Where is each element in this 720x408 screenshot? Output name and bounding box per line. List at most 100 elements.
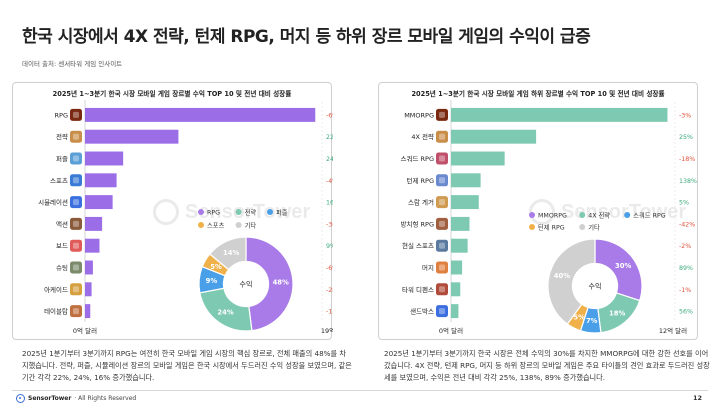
bar <box>451 129 537 144</box>
growth-label: 5% <box>679 200 689 207</box>
bar <box>451 107 668 122</box>
legend-label: 기타 <box>588 223 600 232</box>
pie-slice-label: 18% <box>609 309 625 317</box>
legend-marker <box>235 209 242 215</box>
app-icon-gloss <box>439 286 445 293</box>
app-icon <box>436 130 448 143</box>
app-icon-gloss <box>439 199 445 206</box>
legend-label: 기타 <box>245 221 257 230</box>
legend-marker <box>235 222 242 228</box>
data-source: 데이터 출처: 센서타워 게임 인사이트 <box>22 60 123 68</box>
pie-center-label: 수익 <box>589 283 602 291</box>
legend-marker <box>529 224 535 230</box>
growth-label: 56% <box>679 309 693 316</box>
bar <box>451 304 459 319</box>
bar <box>85 107 316 122</box>
legend-label: MMORPG <box>538 213 567 220</box>
pie-slice-label: 5% <box>573 313 585 321</box>
category-label: 액션 <box>56 219 68 228</box>
bar <box>85 129 179 144</box>
bar <box>451 216 470 231</box>
app-icon-gloss <box>439 177 445 184</box>
app-icon <box>70 152 82 165</box>
bar <box>85 216 103 231</box>
growth-label: 138% <box>679 178 697 185</box>
legend-marker <box>198 209 204 215</box>
pie-slice <box>547 238 596 325</box>
app-icon-gloss <box>73 286 79 293</box>
category-label: 퍼즐 <box>56 154 68 163</box>
pie-slice <box>245 236 294 332</box>
bar <box>85 260 93 275</box>
app-icon-gloss <box>439 111 445 118</box>
category-label: 샌드박스 <box>410 307 434 316</box>
pie-slice-label: 9% <box>206 277 218 285</box>
legend-marker <box>579 212 586 218</box>
growth-label: -28% <box>326 287 333 294</box>
growth-label: -13% <box>326 309 333 316</box>
category-label: 현실 스포츠 <box>402 241 434 250</box>
growth-label: -3% <box>679 112 691 119</box>
app-icon <box>70 196 82 209</box>
app-icon <box>70 283 82 296</box>
description-subgenres: 2025년 1분기부터 3분기까지 한국 시장은 전체 수익의 30%를 차지한… <box>384 349 710 382</box>
category-label: 4X 전략 <box>411 132 434 141</box>
bar <box>451 260 463 275</box>
app-icon-gloss <box>439 220 445 227</box>
app-icon <box>70 239 82 252</box>
category-label: 전략 <box>56 132 68 141</box>
app-icon-gloss <box>439 264 445 271</box>
pie-slice-label: 7% <box>586 317 598 325</box>
category-label: 스람 게거 <box>408 198 434 207</box>
growth-label: 9% <box>326 243 333 250</box>
legend-marker <box>529 212 535 218</box>
growth-label: -1% <box>679 287 691 294</box>
growth-label: 25% <box>679 134 693 141</box>
bar <box>451 238 468 253</box>
growth-label: -2% <box>679 243 691 250</box>
app-icon <box>436 283 448 296</box>
app-icon-gloss <box>73 199 79 206</box>
legend-label: 퍼즐 <box>276 208 288 217</box>
legend-marker <box>267 209 273 215</box>
legend-marker <box>624 212 631 218</box>
pie-slice-label: 48% <box>273 278 289 286</box>
pie-slice <box>208 236 247 271</box>
chart-title-subgenres: 2025년 1~3분기 한국 시장 모바일 게임 하위 장르별 수익 TOP 1… <box>411 90 665 98</box>
page-title: 한국 시장에서 4X 전략, 턴제 RPG, 머지 등 하위 장르 모바일 게임… <box>22 27 591 47</box>
growth-label: 89% <box>679 265 693 272</box>
bar <box>451 173 481 188</box>
app-icon-gloss <box>73 242 79 249</box>
bar <box>85 282 92 297</box>
app-icon-gloss <box>73 177 79 184</box>
growth-label: 16% <box>326 200 333 207</box>
legend-label: 전략 <box>245 208 257 217</box>
footer-divider <box>12 390 708 391</box>
category-label: 타워 디펜스 <box>402 285 434 294</box>
bar <box>451 282 461 297</box>
category-label: 턴제 RPG <box>407 176 435 185</box>
category-label: 스포츠 <box>50 177 68 185</box>
category-label: 슈팅 <box>56 263 68 272</box>
app-icon-gloss <box>439 308 445 315</box>
category-label: RPG <box>55 111 68 119</box>
growth-label: -4% <box>326 178 333 185</box>
app-icon-gloss <box>73 111 79 118</box>
app-icon <box>436 261 448 274</box>
sensortower-logo-icon <box>16 394 25 403</box>
app-icon-gloss <box>73 264 79 271</box>
genre-revenue-chart: RPG -6% 전략 22% 퍼즐 24% 스포츠 -4% 시뮬레이션 16% 액션 -36% 보드 9%… <box>38 100 333 335</box>
growth-label: 22% <box>326 134 333 141</box>
app-icon <box>70 108 82 121</box>
app-icon-gloss <box>73 308 79 315</box>
x-tick-label: 19억 달러 <box>321 326 333 335</box>
growth-label: 24% <box>326 156 333 163</box>
pie-slice-label: 14% <box>223 249 239 257</box>
x-tick-label: 0억 달러 <box>73 326 97 335</box>
category-label: 아케이드 <box>44 285 68 294</box>
x-tick-label: 0억 달러 <box>439 326 463 335</box>
app-icon <box>70 261 82 274</box>
footer-brand: SensorTower <box>28 395 72 402</box>
footer: SensorTower · All Rights Reserved <box>16 394 136 403</box>
category-label: 시뮬레이션 <box>38 198 68 207</box>
